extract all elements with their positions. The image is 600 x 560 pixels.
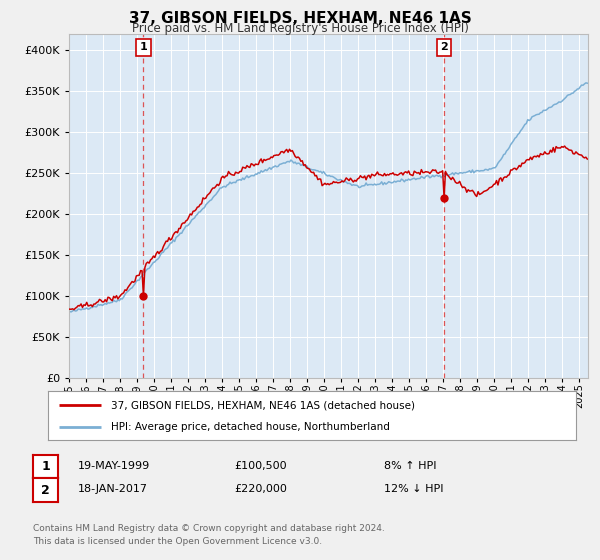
Text: 8% ↑ HPI: 8% ↑ HPI [384, 461, 437, 471]
Text: 37, GIBSON FIELDS, HEXHAM, NE46 1AS (detached house): 37, GIBSON FIELDS, HEXHAM, NE46 1AS (det… [112, 400, 415, 410]
Text: 1: 1 [139, 42, 147, 52]
Text: 19-MAY-1999: 19-MAY-1999 [78, 461, 150, 471]
Text: 12% ↓ HPI: 12% ↓ HPI [384, 484, 443, 494]
Text: 2: 2 [440, 42, 448, 52]
Text: 18-JAN-2017: 18-JAN-2017 [78, 484, 148, 494]
Text: HPI: Average price, detached house, Northumberland: HPI: Average price, detached house, Nort… [112, 422, 390, 432]
Text: £100,500: £100,500 [234, 461, 287, 471]
Text: 1: 1 [41, 460, 50, 473]
Text: Price paid vs. HM Land Registry's House Price Index (HPI): Price paid vs. HM Land Registry's House … [131, 22, 469, 35]
Text: Contains HM Land Registry data © Crown copyright and database right 2024.
This d: Contains HM Land Registry data © Crown c… [33, 524, 385, 546]
Text: 37, GIBSON FIELDS, HEXHAM, NE46 1AS: 37, GIBSON FIELDS, HEXHAM, NE46 1AS [128, 11, 472, 26]
Text: £220,000: £220,000 [234, 484, 287, 494]
Text: 2: 2 [41, 483, 50, 497]
